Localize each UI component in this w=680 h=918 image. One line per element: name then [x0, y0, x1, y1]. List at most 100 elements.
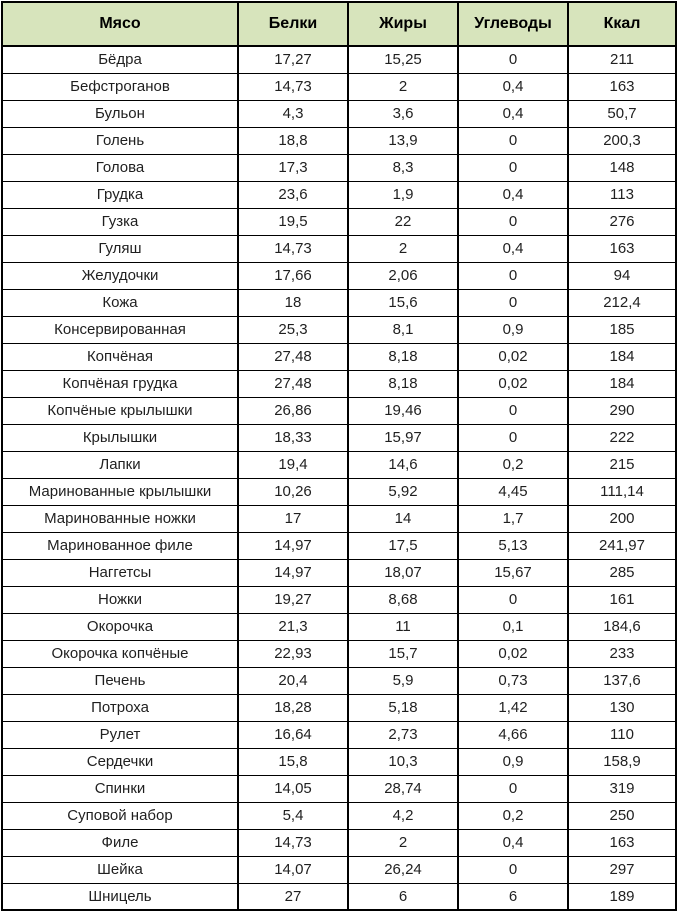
carbs-cell: 6 [457, 882, 569, 911]
proteins-cell: 14,97 [237, 558, 349, 587]
meat-name-cell: Маринованные крылышки [1, 477, 239, 506]
proteins-cell: 10,26 [237, 477, 349, 506]
carbs-cell: 0,73 [457, 666, 569, 695]
proteins-cell: 17,27 [237, 45, 349, 74]
table-row: Бефстроганов 14,73 2 0,4 163 [1, 72, 677, 101]
fats-cell: 8,18 [347, 342, 459, 371]
table-row: Потроха 18,28 5,18 1,42 130 [1, 693, 677, 722]
carbs-cell: 0,02 [457, 369, 569, 398]
meat-name-cell: Копчёная [1, 342, 239, 371]
kcal-cell: 212,4 [567, 288, 677, 317]
kcal-cell: 297 [567, 855, 677, 884]
kcal-cell: 211 [567, 45, 677, 74]
carbs-cell: 0,4 [457, 828, 569, 857]
meat-name-cell: Бульон [1, 99, 239, 128]
proteins-cell: 16,64 [237, 720, 349, 749]
carbs-cell: 15,67 [457, 558, 569, 587]
proteins-cell: 14,97 [237, 531, 349, 560]
kcal-cell: 276 [567, 207, 677, 236]
fats-cell: 14,6 [347, 450, 459, 479]
table-row: Желудочки 17,66 2,06 0 94 [1, 261, 677, 290]
fats-cell: 22 [347, 207, 459, 236]
kcal-cell: 137,6 [567, 666, 677, 695]
meat-name-cell: Маринованное филе [1, 531, 239, 560]
proteins-cell: 5,4 [237, 801, 349, 830]
kcal-cell: 233 [567, 639, 677, 668]
meat-name-cell: Шницель [1, 882, 239, 911]
table-row: Бульон 4,3 3,6 0,4 50,7 [1, 99, 677, 128]
kcal-cell: 290 [567, 396, 677, 425]
fats-cell: 4,2 [347, 801, 459, 830]
meat-name-cell: Голень [1, 126, 239, 155]
table-row: Маринованные крылышки 10,26 5,92 4,45 111,14 [1, 477, 677, 506]
kcal-cell: 184 [567, 369, 677, 398]
proteins-cell: 21,3 [237, 612, 349, 641]
proteins-cell: 14,73 [237, 72, 349, 101]
table-row: Ножки 19,27 8,68 0 161 [1, 585, 677, 614]
table-row: Гузка 19,5 22 0 276 [1, 207, 677, 236]
meat-name-cell: Голова [1, 153, 239, 182]
kcal-cell: 250 [567, 801, 677, 830]
carbs-cell: 0 [457, 261, 569, 290]
proteins-cell: 15,8 [237, 747, 349, 776]
proteins-cell: 27,48 [237, 369, 349, 398]
carbs-cell: 4,45 [457, 477, 569, 506]
fats-cell: 8,68 [347, 585, 459, 614]
proteins-cell: 27 [237, 882, 349, 911]
fats-cell: 5,9 [347, 666, 459, 695]
proteins-cell: 19,5 [237, 207, 349, 236]
table-row: Бёдра 17,27 15,25 0 211 [1, 45, 677, 74]
meat-name-cell: Наггетсы [1, 558, 239, 587]
meat-name-cell: Шейка [1, 855, 239, 884]
kcal-cell: 148 [567, 153, 677, 182]
fats-cell: 15,7 [347, 639, 459, 668]
meat-name-cell: Копчёные крылышки [1, 396, 239, 425]
kcal-cell: 163 [567, 72, 677, 101]
carbs-cell: 0,02 [457, 639, 569, 668]
proteins-cell: 18,8 [237, 126, 349, 155]
carbs-cell: 0 [457, 855, 569, 884]
proteins-cell: 18,28 [237, 693, 349, 722]
kcal-cell: 110 [567, 720, 677, 749]
fats-cell: 28,74 [347, 774, 459, 803]
column-header-proteins: Белки [237, 2, 349, 47]
table-row: Голова 17,3 8,3 0 148 [1, 153, 677, 182]
carbs-cell: 0 [457, 126, 569, 155]
meat-name-cell: Окорочка копчёные [1, 639, 239, 668]
table-row: Копчёная грудка 27,48 8,18 0,02 184 [1, 369, 677, 398]
carbs-cell: 0 [457, 288, 569, 317]
proteins-cell: 14,73 [237, 828, 349, 857]
fats-cell: 8,1 [347, 315, 459, 344]
proteins-cell: 17 [237, 504, 349, 533]
proteins-cell: 19,27 [237, 585, 349, 614]
table-row: Сердечки 15,8 10,3 0,9 158,9 [1, 747, 677, 776]
table-row: Рулет 16,64 2,73 4,66 110 [1, 720, 677, 749]
fats-cell: 14 [347, 504, 459, 533]
column-header-kcal: Ккал [567, 2, 677, 47]
table-row: Гуляш 14,73 2 0,4 163 [1, 234, 677, 263]
table-row: Голень 18,8 13,9 0 200,3 [1, 126, 677, 155]
fats-cell: 2 [347, 234, 459, 263]
fats-cell: 3,6 [347, 99, 459, 128]
table-row: Лапки 19,4 14,6 0,2 215 [1, 450, 677, 479]
kcal-cell: 163 [567, 828, 677, 857]
fats-cell: 2,73 [347, 720, 459, 749]
proteins-cell: 20,4 [237, 666, 349, 695]
header-row: Мясо Белки Жиры Углеводы Ккал [1, 2, 677, 47]
fats-cell: 8,3 [347, 153, 459, 182]
proteins-cell: 17,66 [237, 261, 349, 290]
kcal-cell: 111,14 [567, 477, 677, 506]
table-row: Окорочка 21,3 11 0,1 184,6 [1, 612, 677, 641]
carbs-cell: 1,7 [457, 504, 569, 533]
meat-name-cell: Маринованные ножки [1, 504, 239, 533]
fats-cell: 1,9 [347, 180, 459, 209]
column-header-meat: Мясо [1, 2, 239, 47]
kcal-cell: 113 [567, 180, 677, 209]
proteins-cell: 19,4 [237, 450, 349, 479]
fats-cell: 11 [347, 612, 459, 641]
proteins-cell: 14,05 [237, 774, 349, 803]
carbs-cell: 0,4 [457, 72, 569, 101]
table-row: Печень 20,4 5,9 0,73 137,6 [1, 666, 677, 695]
carbs-cell: 5,13 [457, 531, 569, 560]
meat-name-cell: Окорочка [1, 612, 239, 641]
